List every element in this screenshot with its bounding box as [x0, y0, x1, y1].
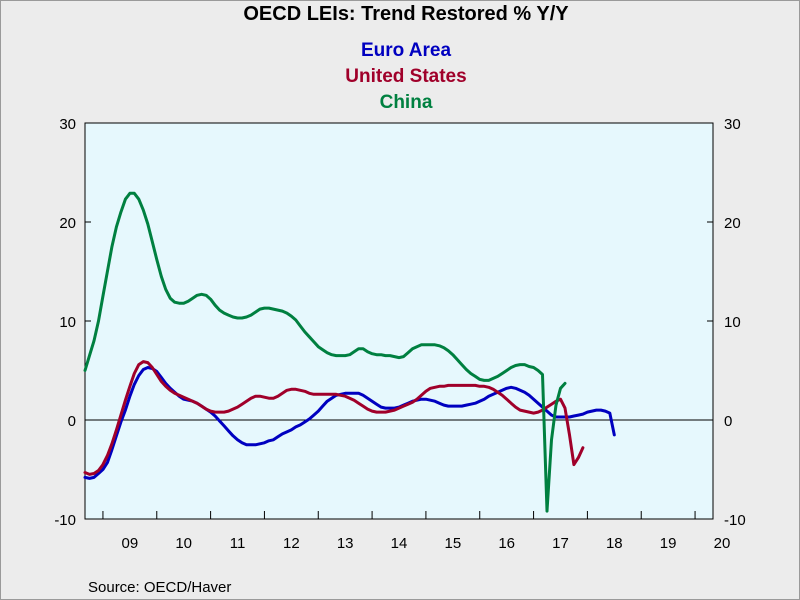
x-tick-label: 20	[714, 535, 731, 552]
y-tick-right-30: 30	[724, 116, 741, 133]
y-tick-right-0: 0	[724, 413, 732, 430]
y-tick-left-30: 30	[59, 116, 76, 133]
tick-marks	[85, 122, 713, 520]
y-tick-right-minus10: -10	[724, 512, 746, 529]
source-note: Source: OECD/Haver	[88, 579, 231, 596]
x-tick-label: 15	[444, 535, 461, 552]
x-tick-label: 10	[175, 535, 192, 552]
legend-china: China	[380, 92, 433, 113]
chart-title: OECD LEIs: Trend Restored % Y/Y	[243, 3, 569, 25]
series-lines	[83, 191, 616, 513]
plot-area	[84, 122, 714, 520]
y-tick-right-10: 10	[724, 314, 741, 331]
series-line-china	[83, 191, 567, 513]
x-tick-label: 18	[606, 535, 623, 552]
x-tick-label: 13	[337, 535, 354, 552]
x-tick-label: 11	[230, 535, 246, 552]
x-tick-label: 09	[122, 535, 139, 552]
x-tick-labels: 09 10 11 12 13 14 15 16 17 18 19 20	[122, 535, 731, 552]
x-tick-label: 16	[498, 535, 515, 552]
legend-euro-area: Euro Area	[361, 40, 452, 61]
y-tick-left-minus10: -10	[54, 512, 76, 529]
y-tick-left-20: 20	[59, 215, 76, 232]
legend-united-states: United States	[345, 66, 466, 87]
x-tick-label: 17	[552, 535, 569, 552]
x-tick-label: 19	[660, 535, 677, 552]
x-tick-label: 12	[283, 535, 300, 552]
x-tick-label: 14	[391, 535, 408, 552]
y-tick-right-20: 20	[724, 215, 741, 232]
series-line-united-states	[83, 360, 585, 476]
y-tick-left-0: 0	[68, 413, 76, 430]
y-tick-left-10: 10	[59, 314, 76, 331]
